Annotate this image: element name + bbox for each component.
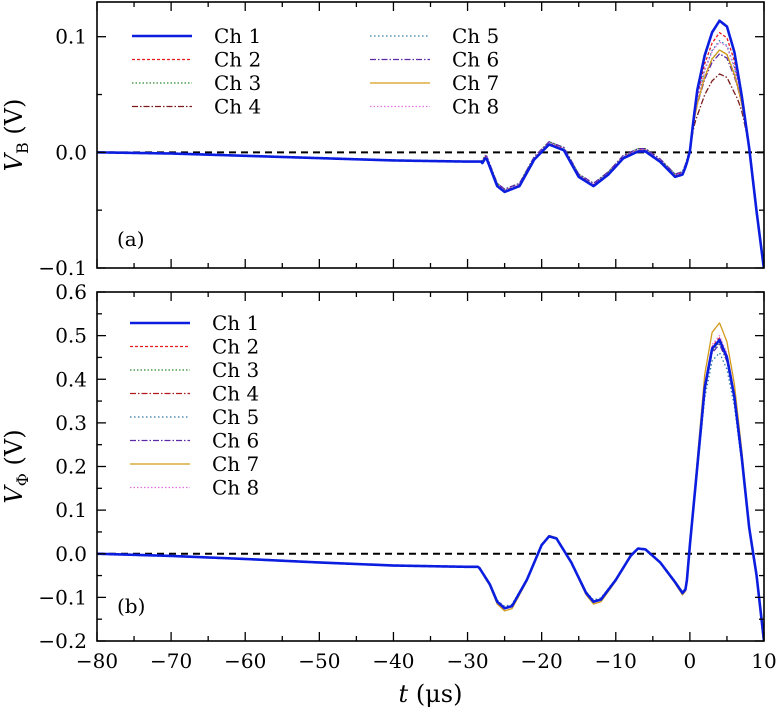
legend: Ch 1Ch 2Ch 3Ch 4Ch 5Ch 6Ch 7Ch 8	[130, 311, 259, 500]
x-tick-label: −30	[446, 649, 488, 673]
legend: Ch 1Ch 2Ch 3Ch 4 Ch 5Ch 6Ch 7Ch 8	[132, 24, 499, 119]
legend-label: Ch 8	[452, 95, 499, 119]
y-axis-label-main: V	[0, 151, 28, 171]
panel-a: −0.10.00.1VB (V)(a)Ch 1Ch 2Ch 3Ch 4Ch 5C…	[0, 1, 765, 280]
y-tick-label: −0.1	[38, 585, 87, 609]
series-group	[97, 19, 764, 268]
y-tick-label: 0.1	[55, 25, 87, 49]
series-line-ch-1	[97, 338, 764, 641]
series-line-ch-1	[97, 19, 764, 268]
x-tick-label: −10	[595, 649, 637, 673]
series-line-ch-8	[97, 335, 764, 641]
legend-label: Ch 8	[212, 476, 259, 500]
legend-label: Ch 4	[212, 382, 259, 406]
legend-label: Ch 2	[214, 48, 261, 72]
series-line-ch-4	[97, 339, 764, 641]
y-axis-label-main: V	[0, 484, 28, 504]
legend-label: Ch 6	[212, 429, 259, 453]
legend-label: Ch 5	[212, 405, 259, 429]
y-axis-label-unit: (V)	[0, 99, 28, 143]
y-tick-label: 0.1	[55, 498, 87, 522]
series-line-ch-7	[97, 49, 764, 268]
legend-label: Ch 1	[212, 311, 259, 335]
y-tick-label: 0.0	[55, 542, 87, 566]
legend-label: Ch 7	[212, 452, 259, 476]
y-axis-label: VΦ (V)	[0, 429, 32, 503]
legend-label: Ch 2	[212, 335, 259, 359]
series-line-ch-3	[97, 341, 764, 641]
legend-label: Ch 6	[452, 48, 499, 72]
x-axis-label-unit: (μs)	[408, 680, 462, 708]
x-tick-label: −50	[298, 649, 340, 673]
x-tick-label: −80	[76, 649, 118, 673]
panel-tag: (b)	[117, 594, 145, 618]
legend-label: Ch 7	[452, 71, 499, 95]
y-tick-label: −0.2	[38, 629, 87, 653]
series-line-ch-6	[97, 343, 764, 640]
y-tick-label: 0.0	[55, 140, 87, 164]
plot-frame	[96, 1, 765, 269]
x-tick-label: −70	[150, 649, 192, 673]
x-axis-label-main: t	[399, 680, 409, 708]
x-tick-label: −40	[372, 649, 414, 673]
legend-label: Ch 5	[452, 24, 499, 48]
series-line-ch-4	[97, 73, 764, 268]
x-tick-label: −60	[224, 649, 266, 673]
y-tick-label: 0.3	[55, 411, 87, 435]
legend-label: Ch 3	[212, 358, 259, 382]
y-tick-label: 0.6	[55, 280, 87, 304]
y-axis-label-sub: Φ	[13, 473, 32, 486]
y-axis-label: VB (V)	[0, 99, 32, 172]
y-tick-label: 0.4	[55, 367, 87, 391]
x-tick-label: −20	[521, 649, 563, 673]
legend-label: Ch 4	[214, 95, 261, 119]
legend-label: Ch 1	[214, 24, 261, 48]
y-tick-label: 0.5	[55, 324, 87, 348]
legend-label: Ch 3	[214, 71, 261, 95]
x-axis-label: t (μs)	[399, 680, 463, 708]
panel-tag: (a)	[117, 227, 145, 251]
y-axis-label-unit: (V)	[0, 429, 28, 473]
series-line-ch-3	[97, 49, 764, 267]
series-line-ch-2	[97, 32, 764, 268]
series-line-ch-2	[97, 337, 764, 641]
panel-b: −0.2 −0.1 0.0 0.1 0.2 0.3 0.4 0.5 0.6 −80 −70 −60 −5…	[0, 280, 777, 708]
x-tick-label: 0	[684, 649, 697, 673]
plot-frame	[96, 291, 765, 642]
y-tick-label: −0.1	[38, 256, 87, 280]
series-line-ch-5	[97, 352, 764, 636]
series-group	[97, 322, 764, 641]
x-tick-label: 10	[751, 649, 776, 673]
series-line-ch-7	[97, 322, 764, 641]
y-tick-label: 0.2	[55, 455, 87, 479]
y-axis-label-sub: B	[13, 142, 32, 154]
